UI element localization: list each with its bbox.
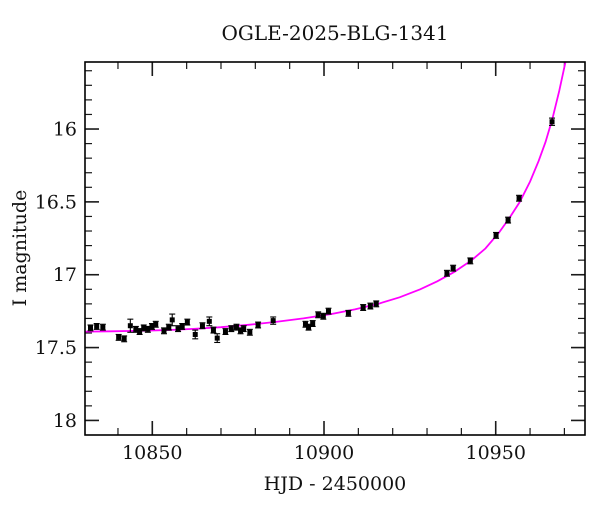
data-point xyxy=(127,323,133,329)
data-point xyxy=(270,318,276,324)
data-point xyxy=(116,334,122,340)
data-point xyxy=(149,323,155,329)
data-point xyxy=(549,119,555,125)
data-point xyxy=(210,327,216,333)
data-point xyxy=(367,303,373,309)
data-point xyxy=(100,324,106,330)
data-point xyxy=(169,317,175,323)
data-point xyxy=(444,270,450,276)
data-point xyxy=(320,313,326,319)
data-point xyxy=(345,310,351,316)
chart-title: OGLE-2025-BLG-1341 xyxy=(221,21,449,45)
data-point xyxy=(133,326,139,332)
data-point xyxy=(206,318,212,324)
data-point xyxy=(145,326,151,332)
y-tick-label: 18 xyxy=(53,410,77,432)
data-point xyxy=(137,329,143,335)
data-point xyxy=(373,301,379,307)
data-point xyxy=(87,325,93,331)
data-point xyxy=(121,336,127,342)
data-point xyxy=(315,312,321,318)
data-point xyxy=(450,265,456,271)
data-point xyxy=(233,324,239,330)
plot-frame xyxy=(84,61,586,436)
data-point xyxy=(505,217,511,223)
data-point xyxy=(166,324,172,330)
x-tick-label: 10850 xyxy=(122,442,182,464)
data-point xyxy=(310,321,316,327)
y-tick-label: 16.5 xyxy=(35,191,77,213)
data-point xyxy=(214,335,220,341)
data-point xyxy=(493,232,499,238)
data-point xyxy=(516,195,522,201)
y-tick-label: 16 xyxy=(53,119,77,141)
data-point xyxy=(161,328,167,334)
data-point xyxy=(141,325,147,331)
data-point xyxy=(153,321,159,327)
data-point xyxy=(192,331,198,337)
data-point xyxy=(247,329,253,335)
data-point xyxy=(222,329,228,335)
data-point xyxy=(228,326,234,332)
y-tick-label: 17.5 xyxy=(35,337,77,359)
data-point xyxy=(199,323,205,329)
x-tick-label: 10900 xyxy=(294,442,354,464)
data-point xyxy=(238,328,244,334)
data-point xyxy=(94,323,100,329)
data-point xyxy=(175,326,181,332)
data-point xyxy=(360,305,366,311)
data-point xyxy=(184,319,190,325)
data-point xyxy=(241,326,247,332)
data-point xyxy=(302,321,308,327)
data-point xyxy=(179,323,185,329)
data-point xyxy=(325,308,331,314)
x-tick-label: 10950 xyxy=(465,442,525,464)
y-tick-label: 17 xyxy=(53,264,77,286)
data-point xyxy=(255,322,261,328)
x-axis-label: HJD - 2450000 xyxy=(263,473,407,495)
data-point xyxy=(467,258,473,264)
model-curve xyxy=(85,62,567,333)
data-point xyxy=(306,324,312,330)
